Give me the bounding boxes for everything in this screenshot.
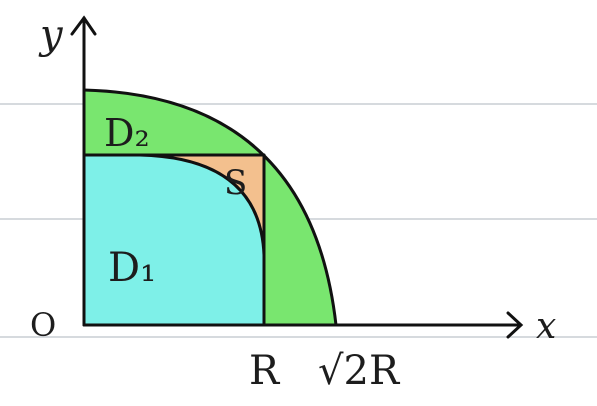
y-axis-label: y — [38, 12, 64, 58]
outline-strokes — [82, 88, 338, 327]
axes — [70, 15, 524, 339]
tick-label-r: R — [249, 348, 281, 394]
region-d2-label: D₂ — [104, 111, 150, 155]
outer-arc — [82, 88, 338, 327]
region-d1-fill — [84, 155, 264, 325]
y-axis-arrowhead — [70, 15, 97, 36]
region-d1-label: D₁ — [108, 245, 156, 291]
x-axis-label: x — [536, 306, 556, 347]
origin-label: O — [30, 306, 56, 344]
region-s-label: S — [224, 163, 247, 203]
x-axis-arrowhead — [506, 311, 524, 339]
tick-label-sqrt2r: √2R — [318, 348, 401, 394]
